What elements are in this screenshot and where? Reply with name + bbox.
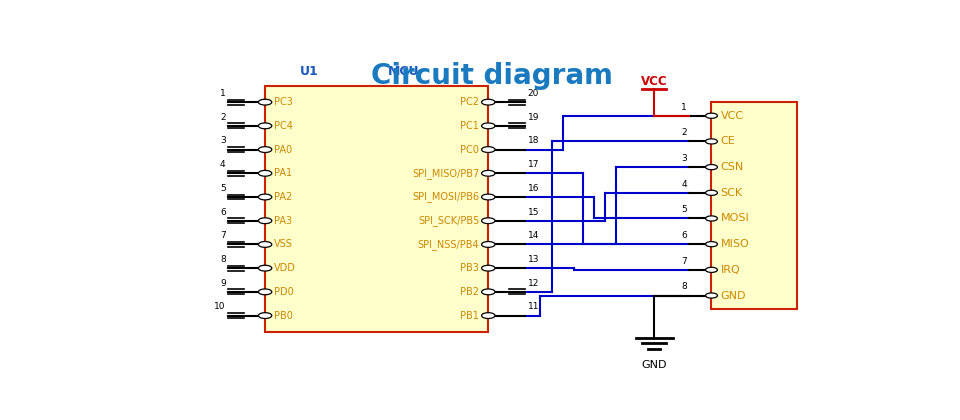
Bar — [265, 86, 489, 332]
Text: PA3: PA3 — [274, 216, 292, 226]
Text: 3: 3 — [682, 154, 687, 163]
Text: PA2: PA2 — [274, 192, 292, 202]
Circle shape — [482, 241, 495, 247]
Text: PC3: PC3 — [274, 97, 293, 107]
Text: 6: 6 — [220, 207, 226, 217]
Text: VSS: VSS — [274, 239, 293, 249]
Circle shape — [482, 289, 495, 295]
Circle shape — [258, 312, 272, 318]
Text: GND: GND — [720, 291, 746, 301]
Circle shape — [482, 265, 495, 271]
Circle shape — [258, 265, 272, 271]
Circle shape — [706, 267, 717, 273]
Text: CE: CE — [720, 136, 735, 147]
Text: PD0: PD0 — [274, 287, 294, 297]
Text: SPI_MISO/PB7: SPI_MISO/PB7 — [412, 168, 479, 179]
Text: 16: 16 — [528, 184, 540, 193]
Text: GND: GND — [641, 360, 667, 370]
Text: MOSI: MOSI — [720, 213, 749, 223]
Text: 2: 2 — [220, 113, 226, 122]
Circle shape — [482, 99, 495, 105]
Text: 3: 3 — [220, 136, 226, 145]
Circle shape — [258, 218, 272, 223]
Text: 4: 4 — [682, 180, 687, 189]
Text: 14: 14 — [528, 231, 540, 240]
Text: SPI_MOSI/PB6: SPI_MOSI/PB6 — [412, 192, 479, 202]
Text: PC4: PC4 — [274, 121, 293, 131]
Text: 12: 12 — [528, 278, 540, 288]
Circle shape — [258, 123, 272, 129]
Circle shape — [482, 171, 495, 176]
Text: CSN: CSN — [720, 162, 744, 172]
Text: SPI_SCK/PB5: SPI_SCK/PB5 — [418, 215, 479, 226]
Text: 18: 18 — [528, 136, 540, 145]
Circle shape — [482, 194, 495, 200]
Text: 7: 7 — [220, 231, 226, 240]
Text: PC1: PC1 — [461, 121, 479, 131]
Circle shape — [706, 241, 717, 247]
Text: 8: 8 — [682, 282, 687, 291]
Circle shape — [482, 218, 495, 223]
Text: Circuit diagram: Circuit diagram — [371, 62, 613, 90]
Text: IRQ: IRQ — [720, 265, 740, 275]
Text: PB1: PB1 — [461, 310, 479, 320]
Text: 1: 1 — [682, 102, 687, 112]
Text: VCC: VCC — [641, 75, 667, 88]
Text: 5: 5 — [220, 184, 226, 193]
Text: U1: U1 — [300, 65, 319, 78]
Text: MCU: MCU — [388, 65, 420, 78]
Text: 15: 15 — [528, 207, 540, 217]
Circle shape — [258, 99, 272, 105]
Text: SCK: SCK — [720, 188, 742, 198]
Text: 6: 6 — [682, 231, 687, 240]
Circle shape — [482, 123, 495, 129]
Text: 10: 10 — [214, 302, 226, 311]
Text: PC0: PC0 — [461, 144, 479, 155]
Text: PB2: PB2 — [461, 287, 479, 297]
Text: 13: 13 — [528, 255, 540, 264]
Text: PB3: PB3 — [461, 263, 479, 273]
Text: 1: 1 — [220, 89, 226, 98]
Text: 19: 19 — [528, 113, 540, 122]
Circle shape — [258, 194, 272, 200]
Circle shape — [258, 147, 272, 152]
Text: 8: 8 — [220, 255, 226, 264]
Text: 9: 9 — [220, 278, 226, 288]
Text: PB0: PB0 — [274, 310, 293, 320]
Text: VDD: VDD — [274, 263, 296, 273]
Circle shape — [706, 139, 717, 144]
Text: 7: 7 — [682, 257, 687, 265]
Text: PA0: PA0 — [274, 144, 292, 155]
Circle shape — [258, 289, 272, 295]
Circle shape — [706, 190, 717, 195]
Text: 20: 20 — [528, 89, 540, 98]
Bar — [711, 102, 797, 309]
Text: VCC: VCC — [720, 111, 744, 121]
Circle shape — [706, 216, 717, 221]
Text: PC2: PC2 — [461, 97, 479, 107]
Circle shape — [706, 293, 717, 298]
Text: SPI_NSS/PB4: SPI_NSS/PB4 — [418, 239, 479, 250]
Text: 2: 2 — [682, 128, 687, 137]
Text: 17: 17 — [528, 160, 540, 169]
Circle shape — [706, 165, 717, 170]
Circle shape — [482, 147, 495, 152]
Circle shape — [258, 241, 272, 247]
Text: PA1: PA1 — [274, 168, 292, 178]
Circle shape — [258, 171, 272, 176]
Text: 11: 11 — [528, 302, 540, 311]
Text: 4: 4 — [220, 160, 226, 169]
Circle shape — [706, 113, 717, 118]
Text: 5: 5 — [682, 205, 687, 214]
Text: MISO: MISO — [720, 239, 749, 249]
Circle shape — [482, 312, 495, 318]
